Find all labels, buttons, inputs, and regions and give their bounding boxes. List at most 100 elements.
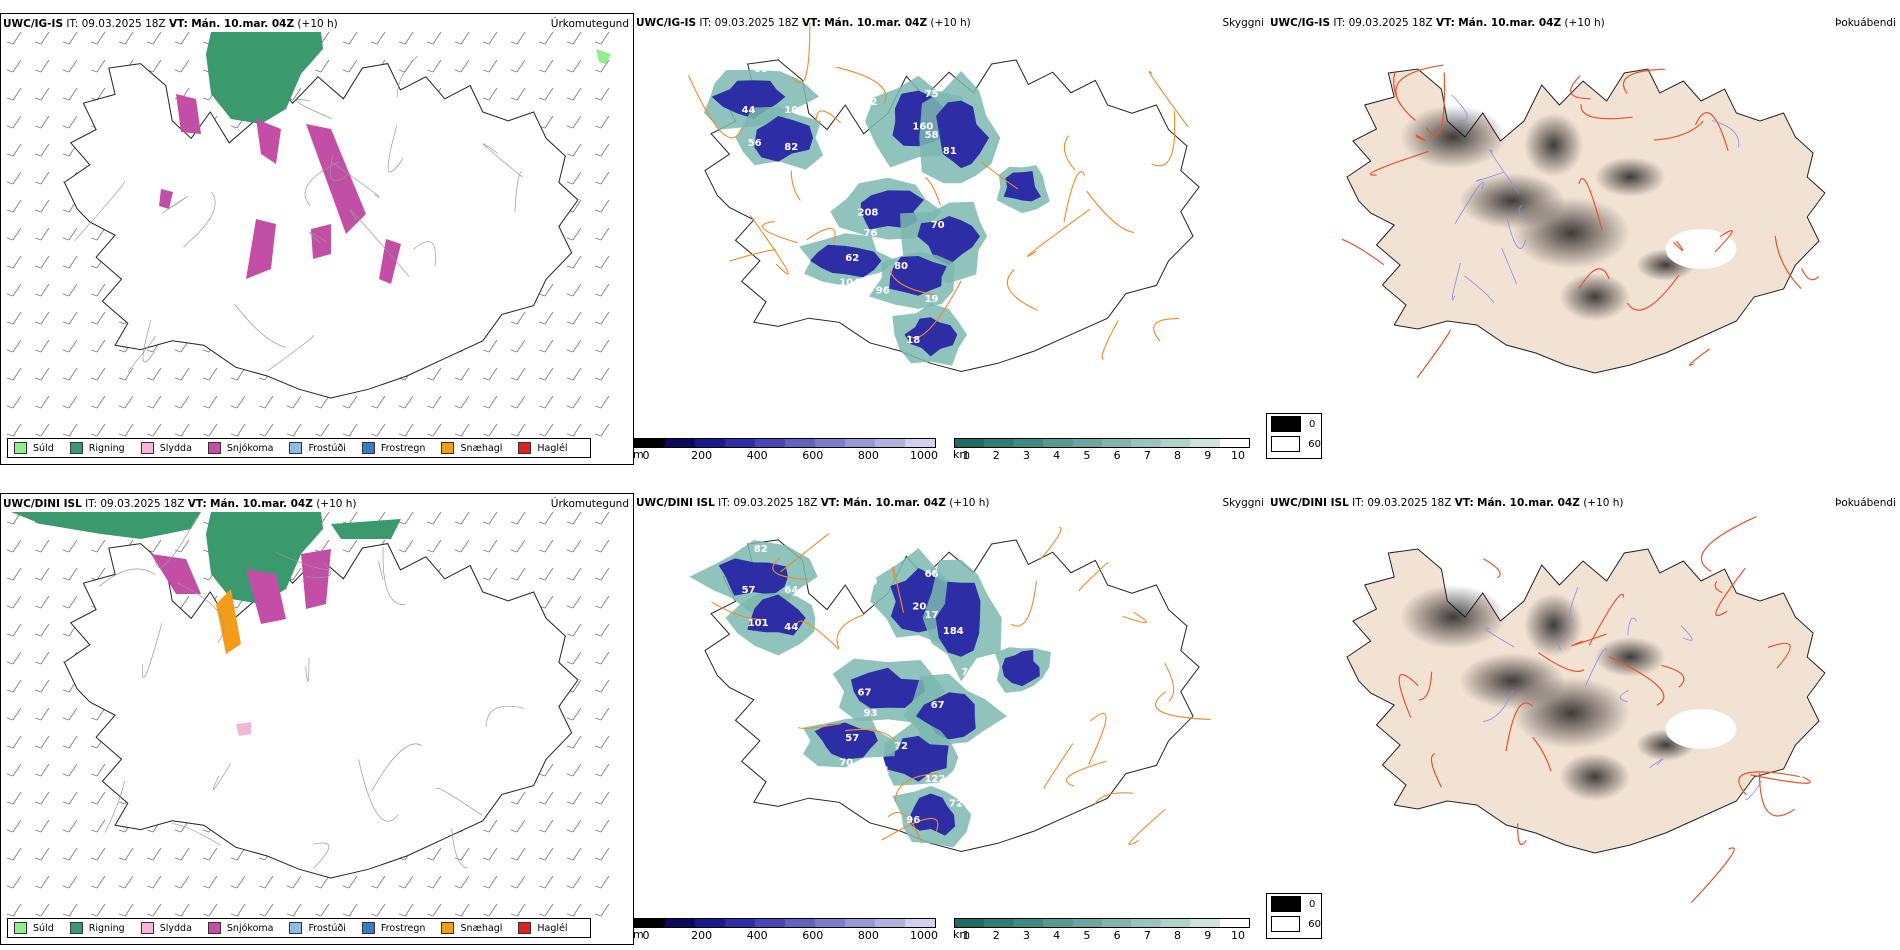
wind-barb (6, 171, 22, 185)
wind-barb (510, 567, 526, 581)
wind-barb (286, 395, 302, 409)
visibility-map: 60 44 103 56 82 32 75 58 81 129 160 208 76 70 89 62 104 9… (688, 22, 1200, 379)
wind-barb (62, 791, 78, 805)
wind-barb (146, 31, 162, 45)
road (1395, 64, 1444, 107)
road (1608, 656, 1665, 706)
road (1653, 120, 1704, 141)
road (1039, 526, 1062, 560)
river (1489, 149, 1520, 194)
wind-barb (342, 875, 358, 889)
road (815, 110, 842, 124)
fog-area (1594, 637, 1666, 677)
visibility-value-label: 73 (925, 368, 939, 379)
wind-barb (454, 847, 470, 861)
legend-swatch (361, 442, 375, 454)
river (1619, 689, 1629, 703)
scale-color-step (1043, 439, 1073, 447)
wind-barb (174, 423, 190, 437)
visibility-value-label: 93 (864, 708, 878, 719)
snow-area (176, 94, 201, 134)
legend-item: Haglél (518, 922, 568, 934)
scale-color-step (815, 919, 845, 927)
wind-barb (90, 875, 106, 889)
visibility-value-label: 44 (784, 622, 798, 633)
precip-areas (159, 32, 611, 284)
scale-colorbar (634, 438, 936, 448)
river (1569, 586, 1579, 621)
wind-barb (594, 679, 610, 693)
wind-barb (118, 423, 134, 437)
wind-barb (202, 903, 218, 917)
wind-barb (482, 395, 498, 409)
scale-color-step (845, 439, 875, 447)
wind-barb (566, 283, 582, 297)
wind-barb (62, 847, 78, 861)
wind-barb (426, 395, 442, 409)
scale-tick-label: 7 (1143, 449, 1151, 462)
wind-barb (286, 903, 302, 917)
wind-barb (202, 875, 218, 889)
wind-barb (230, 875, 246, 889)
road (1774, 236, 1802, 289)
wind-barb (594, 171, 610, 185)
visibility-value-label: 160 (912, 122, 933, 133)
rain-area (206, 512, 323, 604)
scale-color-step (755, 919, 785, 927)
wind-barb (118, 367, 134, 381)
wind-barb (6, 791, 22, 805)
visibility-value-label: 96 (906, 815, 920, 826)
wind-barb (258, 423, 274, 437)
wind-barb (6, 367, 22, 381)
road (790, 170, 801, 201)
wind-barb (566, 539, 582, 553)
road (1151, 110, 1176, 167)
wind-barb (510, 311, 526, 325)
road (749, 215, 789, 275)
road (889, 270, 935, 296)
fog-area (1524, 593, 1583, 657)
wind-barb (34, 651, 50, 665)
road (894, 772, 939, 803)
river (1451, 262, 1461, 301)
wind-barb (566, 227, 582, 241)
visibility-areas (703, 69, 1050, 366)
scale-tick-label: 1000 (910, 929, 938, 942)
scale-color-step (955, 439, 985, 447)
wind-barb (566, 423, 582, 437)
panel-header: UWC/IG-IS IT: 09.03.2025 18Z VT: Mán. 10… (636, 17, 971, 29)
wind-barb (538, 311, 554, 325)
wind-barb (342, 59, 358, 73)
scale-colorbar (954, 438, 1250, 448)
wind-barb (146, 875, 162, 889)
wind-barb (62, 423, 78, 437)
road (836, 66, 887, 105)
precip-type-panel-bottom: UWC/DINI ISL IT: 09.03.2025 18Z VT: Mán.… (0, 493, 634, 945)
precip-areas (11, 512, 401, 736)
glacier-area (1665, 709, 1737, 749)
road (688, 75, 743, 139)
visibility-value-label: 184 (943, 626, 964, 637)
ceiling-area (935, 581, 981, 657)
legend-label: Súld (33, 922, 54, 934)
precip-legend: Súld Rigning Slydda Snjókoma Frostúði Frostre… (7, 438, 591, 458)
scale-color-step (984, 439, 1014, 447)
ceiling-area (910, 793, 956, 836)
fog-area (1512, 197, 1631, 269)
wind-barb (258, 903, 274, 917)
wind-barb (594, 59, 610, 73)
river (1518, 204, 1529, 220)
legend-item: Slydda (140, 922, 192, 934)
wind-barb (538, 31, 554, 45)
wind-barb (6, 395, 22, 409)
wind-barb (90, 539, 106, 553)
visibility-value-label: 17 (925, 610, 939, 621)
road (1155, 691, 1211, 720)
legend-item: Rigning (69, 922, 125, 934)
scale-tick-label: 600 (802, 929, 824, 942)
visibility-value-label: 104 (925, 848, 946, 859)
fog-legend-low-swatch (1271, 436, 1301, 452)
road (413, 241, 436, 267)
road (980, 161, 1019, 190)
wind-barb (426, 423, 442, 437)
